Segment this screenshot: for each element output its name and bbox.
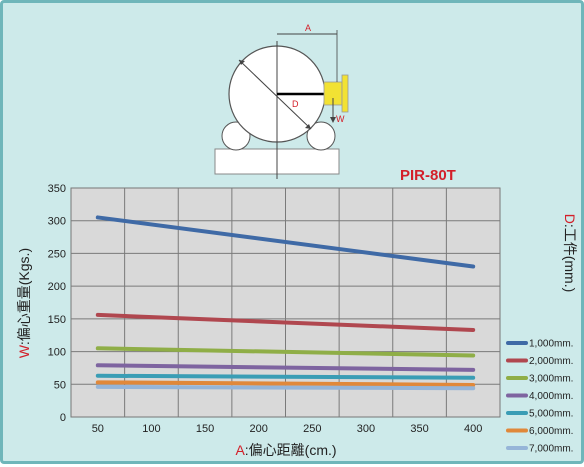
chart-title: PIR-80T (400, 167, 456, 184)
y-axis-title-prefix: W (16, 344, 32, 358)
y-axis-title-rest: :偏心重量(Kgs.) (16, 248, 32, 345)
series-line-7 (95, 384, 476, 391)
schematic-diagram: A D W (214, 23, 349, 179)
y-tick-label: 150 (48, 314, 66, 326)
legend-label-6: 6,000mm. (529, 426, 573, 437)
legend-label-5: 5,000mm. (529, 409, 573, 420)
legend-label-3: 3,000mm. (529, 374, 573, 385)
y-tick-label: 350 (48, 183, 66, 195)
y-tick-label: 50 (54, 379, 66, 391)
legend-label-1: 1,000mm. (529, 339, 573, 350)
series-line-3 (95, 346, 476, 358)
diagram-roller-right (306, 121, 336, 151)
diagram-label-a: A (305, 23, 311, 33)
series-lines (95, 215, 476, 391)
diagram-weight-plate (341, 74, 349, 113)
x-tick-label: 250 (303, 423, 321, 435)
legend-label-7: 7,000mm. (529, 444, 573, 455)
y-tick-label: 100 (48, 347, 66, 359)
legend-title-rest: :工件(mm.) (562, 224, 578, 292)
x-axis-title: A:偏心距離(cm.) (235, 442, 336, 458)
legend-title: D:工件(mm.) (562, 214, 578, 293)
diagram-arrow-d1 (239, 60, 245, 65)
x-tick-label: 200 (250, 423, 268, 435)
x-tick-label: 100 (142, 423, 160, 435)
y-axis-title: W:偏心重量(Kgs.) (16, 248, 32, 358)
y-tick-labels: 0 50 100 150 200 250 300 350 (48, 183, 66, 424)
diagram-diameter-line (238, 59, 312, 130)
legend-title-prefix: D (562, 214, 578, 224)
y-tick-label: 0 (60, 412, 66, 424)
legend-label-4: 4,000mm. (529, 391, 573, 402)
diagram-label-d: D (292, 99, 299, 109)
y-tick-label: 250 (48, 248, 66, 260)
x-tick-label: 300 (357, 423, 375, 435)
x-tick-label: 400 (464, 423, 482, 435)
series-line-1 (95, 215, 476, 269)
x-axis-title-rest: :偏心距離(cm.) (245, 442, 337, 458)
diagram-label-w: W (336, 114, 345, 124)
series-line-2 (95, 312, 476, 332)
series-line-5 (95, 373, 476, 380)
x-tick-label: 350 (410, 423, 428, 435)
series-line-4 (95, 363, 476, 372)
y-tick-label: 200 (48, 281, 66, 293)
x-tick-label: 150 (196, 423, 214, 435)
chart-canvas: A D W PIR-80T 0 50 100 150 200 250 300 350 50 10… (16, 23, 578, 458)
diagram-w-arrowhead (330, 117, 336, 123)
legend: 1,000mm. 2,000mm. 3,000mm. 4,000mm. 5,000mm.… (506, 339, 573, 455)
diagram-arrow-d2 (305, 124, 311, 129)
legend-label-2: 2,000mm. (529, 356, 573, 367)
series-line-6 (95, 380, 476, 387)
x-tick-labels: 50 100 150 200 250 300 350 400 (92, 423, 483, 435)
x-tick-label: 50 (92, 423, 104, 435)
x-axis-title-prefix: A (235, 442, 245, 458)
diagram-roller-left (221, 121, 251, 151)
y-tick-label: 300 (48, 216, 66, 228)
